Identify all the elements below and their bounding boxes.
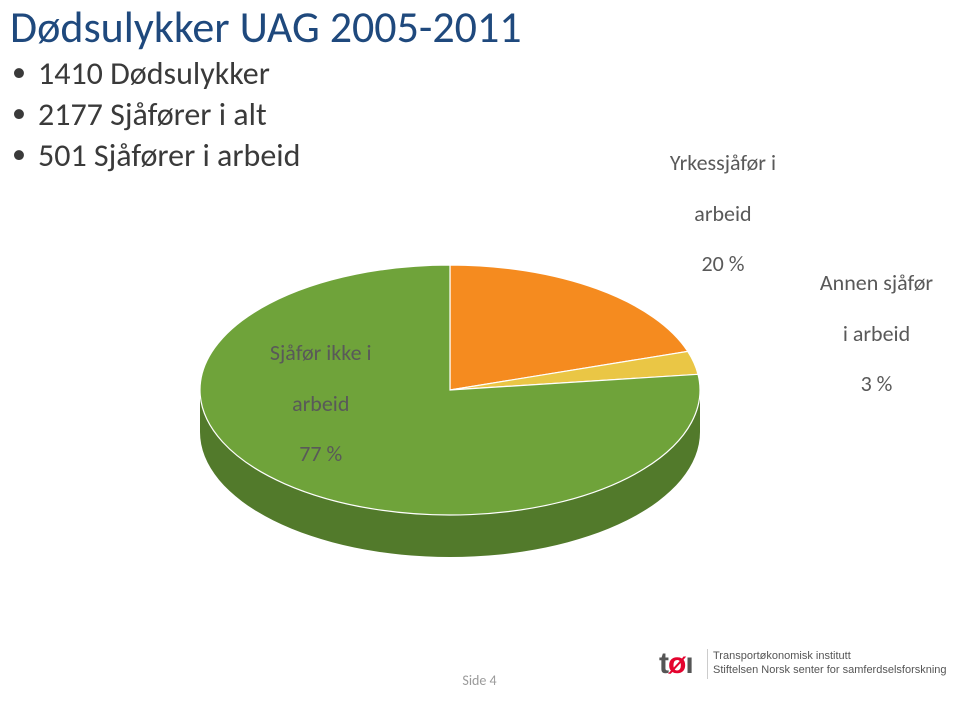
footer: Side 4 tøı Transportøkonomisk institutt … [0, 645, 959, 695]
logo-divider [707, 649, 708, 679]
list-item: 1410 Dødsulykker [12, 54, 300, 95]
page-title: Dødsulykker UAG 2005-2011 [10, 0, 522, 54]
pie-label-yrkessjafor: Yrkessjåfør i arbeid 20 % [650, 125, 776, 302]
pie-chart: Yrkessjåfør i arbeid 20 % Annen sjåfør i… [120, 125, 860, 645]
page-number: Side 4 [462, 672, 496, 689]
pie-label-sjafor-ikke: Sjåfør ikke i arbeid 77 % [250, 315, 372, 492]
logo-text: Transportøkonomisk institutt Stiftelsen … [713, 650, 947, 678]
logo: tøı Transportøkonomisk institutt Stiftel… [659, 647, 949, 691]
pie-label-annen-sjafor: Annen sjåfør i arbeid 3 % [800, 245, 933, 422]
logo-mark: tøı [659, 647, 693, 681]
